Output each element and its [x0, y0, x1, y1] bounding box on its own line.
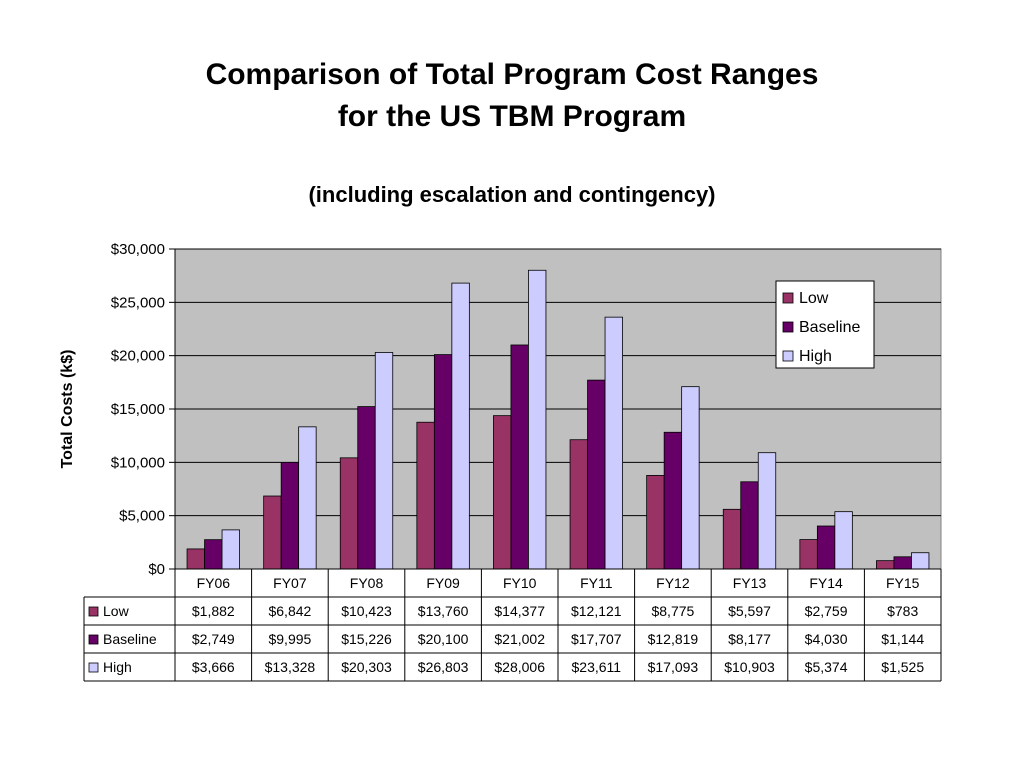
x-tick-label: FY14 — [809, 575, 843, 591]
x-tick-label: FY08 — [350, 575, 384, 591]
bar-high-fy12 — [681, 386, 700, 570]
y-tick-label: $25,000 — [111, 294, 165, 311]
bar-baseline-fy06 — [204, 539, 223, 570]
y-tick-label: $20,000 — [111, 348, 165, 365]
bar-low-fy14 — [799, 539, 818, 570]
data-label-baseline: $15,226 — [341, 631, 392, 647]
table-row-header-baseline: Baseline — [103, 631, 157, 647]
bar-low-fy09 — [416, 421, 435, 570]
y-tick-label: $30,000 — [111, 241, 165, 258]
x-tick-label: FY06 — [197, 575, 231, 591]
bar-low-fy06 — [186, 548, 205, 570]
data-label-low: $13,760 — [418, 603, 469, 619]
data-label-low: $14,377 — [494, 603, 545, 619]
bar-low-fy15 — [876, 560, 895, 570]
bar-high-fy15 — [911, 552, 930, 570]
y-tick-label: $5,000 — [119, 508, 165, 525]
data-label-high: $28,006 — [494, 659, 545, 675]
bar-high-fy14 — [834, 511, 853, 570]
chart-title: Comparison of Total Program Cost Ranges — [205, 58, 819, 91]
bar-baseline-fy07 — [280, 461, 300, 570]
data-label-high: $20,303 — [341, 659, 392, 675]
chart-title-line2: for the US TBM Program — [337, 100, 687, 133]
data-label-high: $5,374 — [805, 659, 848, 675]
data-label-high: $26,803 — [418, 659, 469, 675]
x-tick-label: FY12 — [656, 575, 690, 591]
x-tick-label: FY13 — [733, 575, 767, 591]
bar-high-fy07 — [298, 426, 317, 570]
bar-high-fy11 — [604, 316, 623, 570]
bar-low-fy07 — [263, 495, 282, 570]
bar-low-fy11 — [569, 439, 588, 570]
bar-low-fy13 — [722, 508, 742, 570]
bar-high-fy09 — [451, 282, 470, 570]
data-label-high: $1,525 — [881, 659, 924, 675]
data-label-baseline: $17,707 — [571, 631, 622, 647]
table-legend-swatch-low — [88, 606, 99, 617]
legend-swatch-low — [782, 292, 794, 304]
table-row-header-high: High — [103, 659, 132, 675]
bar-high-fy06 — [221, 529, 240, 570]
data-label-baseline: $21,002 — [494, 631, 545, 647]
bar-baseline-fy08 — [357, 406, 376, 570]
y-axis-label: Total Costs (k$) — [59, 350, 76, 469]
data-label-baseline: $1,144 — [881, 631, 924, 647]
bar-baseline-fy12 — [663, 431, 683, 570]
bar-high-fy10 — [528, 269, 547, 570]
x-tick-label: FY15 — [886, 575, 920, 591]
data-label-low: $12,121 — [571, 603, 622, 619]
data-label-high: $10,903 — [724, 659, 775, 675]
data-label-low: $2,759 — [805, 603, 848, 619]
data-label-low: $5,597 — [728, 603, 771, 619]
data-label-baseline: $20,100 — [418, 631, 469, 647]
x-tick-label: FY07 — [273, 575, 307, 591]
data-label-baseline: $4,030 — [805, 631, 848, 647]
bar-low-fy10 — [493, 415, 512, 570]
chart-subtitle: (including escalation and contingency) — [308, 182, 716, 207]
legend-swatch-high — [782, 350, 794, 362]
bar-baseline-fy14 — [816, 525, 836, 570]
y-tick-label: $10,000 — [111, 454, 165, 471]
legend-label-high: High — [799, 348, 832, 365]
data-label-high: $3,666 — [192, 659, 235, 675]
legend-label-low: Low — [799, 290, 829, 307]
bar-high-fy08 — [374, 352, 394, 570]
data-label-baseline: $2,749 — [192, 631, 235, 647]
data-label-low: $10,423 — [341, 603, 392, 619]
x-tick-label: FY11 — [580, 575, 613, 591]
data-label-baseline: $12,819 — [648, 631, 699, 647]
x-tick-label: FY10 — [503, 575, 537, 591]
data-label-high: $13,328 — [265, 659, 316, 675]
data-label-low: $6,842 — [268, 603, 311, 619]
data-label-high: $23,611 — [572, 659, 622, 675]
bar-baseline-fy10 — [510, 344, 529, 570]
bar-baseline-fy09 — [433, 354, 453, 570]
legend-swatch-baseline — [782, 321, 794, 333]
bar-baseline-fy13 — [740, 481, 759, 570]
data-label-high: $17,093 — [648, 659, 699, 675]
table-row-header-low: Low — [103, 603, 130, 619]
data-label-low: $8,775 — [651, 603, 694, 619]
bar-low-fy08 — [339, 457, 359, 570]
y-tick-label: $0 — [148, 561, 165, 578]
bar-high-fy13 — [757, 452, 777, 570]
y-tick-label: $15,000 — [111, 401, 165, 418]
table-legend-swatch-baseline — [88, 634, 99, 645]
x-tick-label: FY09 — [426, 575, 460, 591]
bar-baseline-fy15 — [893, 556, 912, 570]
legend-label-baseline: Baseline — [799, 319, 860, 336]
data-label-low: $783 — [887, 603, 918, 619]
bar-baseline-fy11 — [587, 379, 606, 570]
bar-low-fy12 — [646, 474, 665, 570]
data-label-low: $1,882 — [192, 603, 235, 619]
data-label-baseline: $8,177 — [728, 631, 771, 647]
table-legend-swatch-high — [88, 662, 99, 673]
data-label-baseline: $9,995 — [268, 631, 311, 647]
